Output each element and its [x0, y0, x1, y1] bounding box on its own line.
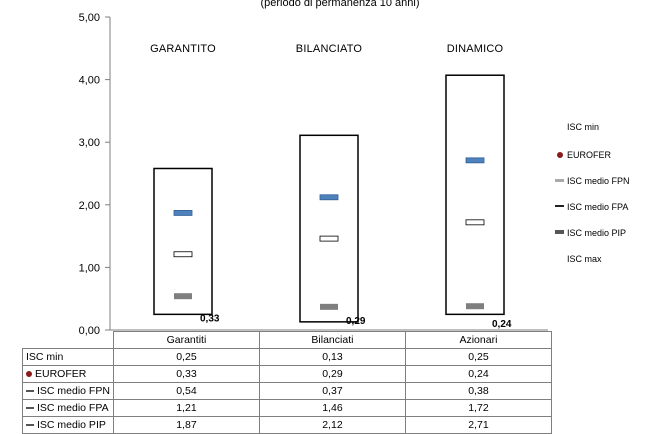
y-tick-label: 2,00 — [79, 200, 100, 212]
table-row-label: ISC medio FPN — [22, 382, 114, 400]
y-tick-label: 3,00 — [79, 137, 100, 149]
table-cell: 0,38 — [404, 382, 552, 400]
table-row-label: EUROFER — [22, 365, 114, 383]
eurofer-dot-icon — [26, 371, 32, 378]
dash-icon — [26, 407, 34, 410]
table-cell: 0,29 — [258, 365, 406, 383]
legend-label: ISC medio PIP — [567, 228, 626, 238]
table-cell: 1,21 — [112, 399, 260, 417]
table-cell: 0,25 — [112, 348, 260, 366]
legend-label: EUROFER — [567, 150, 612, 160]
table-cell: 0,54 — [112, 382, 260, 400]
range-box — [445, 74, 505, 316]
category-title: GARANTITO — [150, 43, 216, 55]
table-row: EUROFER 0,33 0,29 0,24 — [22, 365, 552, 383]
table-row: ISC min 0,25 0,13 0,25 — [22, 348, 552, 366]
marker-isc-medio-fpn — [174, 293, 192, 300]
legend-label: ISC min — [567, 122, 599, 132]
table-cell: 1,87 — [112, 416, 260, 434]
table-header-row: Garantiti Bilanciati Azionari — [23, 331, 552, 349]
marker-isc-medio-fpa — [173, 251, 193, 258]
table-column-header: Azionari — [404, 331, 552, 349]
legend: ISC min EUROFER ISC medio FPN ISC medio FPA… — [555, 122, 630, 264]
category-title: DINAMICO — [447, 43, 504, 55]
range-box — [299, 134, 359, 323]
eurofer-value-label: 0,29 — [346, 316, 366, 327]
table-column-header: Garantiti — [112, 331, 260, 349]
category-title: BILANCIATO — [296, 43, 363, 55]
table-cell: 0,37 — [258, 382, 406, 400]
range-box — [153, 167, 213, 316]
y-tick-label: 5,00 — [79, 12, 100, 24]
table-row: ISC medio FPA 1,21 1,46 1,72 — [22, 399, 552, 417]
marker-isc-medio-fpn — [320, 303, 338, 310]
eurofer-value-label: 0,24 — [492, 319, 512, 330]
dash-icon — [26, 390, 34, 393]
legend-label: ISC medio FPA — [567, 202, 628, 212]
marker-isc-medio-pip — [319, 194, 339, 201]
marker-isc-medio-fpn — [466, 303, 484, 310]
dash-icon — [26, 424, 34, 427]
series-markers: 0,33 0,29 0,24 — [173, 157, 512, 330]
data-table: Garantiti Bilanciati Azionari ISC min 0,25 0,… — [22, 331, 552, 434]
table-cell: 0,25 — [404, 348, 552, 366]
legend-dash-icon — [555, 179, 564, 182]
table-corner — [23, 332, 114, 349]
table-row-label: ISC medio FPA — [22, 399, 114, 417]
table-row-label: ISC medio PIP — [22, 416, 114, 434]
legend-dash-icon — [555, 230, 564, 234]
marker-isc-medio-pip — [173, 210, 193, 216]
table-cell: 0,33 — [112, 365, 260, 383]
table-row: ISC medio FPN 0,54 0,37 0,38 — [22, 382, 552, 400]
marker-isc-medio-fpa — [465, 219, 485, 226]
legend-dot-icon — [557, 152, 563, 158]
range-boxes — [153, 74, 505, 323]
marker-isc-medio-pip — [465, 157, 485, 164]
marker-isc-medio-fpa — [319, 235, 339, 242]
table-column-header: Bilanciati — [258, 331, 406, 349]
table-cell: 1,46 — [258, 399, 406, 417]
legend-dash-icon — [555, 205, 564, 207]
y-axis: 0,00 1,00 2,00 3,00 4,00 5,00 — [79, 12, 548, 337]
legend-label: ISC max — [567, 254, 602, 264]
table-cell: 2,71 — [404, 416, 552, 434]
table-cell: 0,24 — [404, 365, 552, 383]
table-row-label: ISC min — [22, 348, 114, 366]
table-cell: 1,72 — [404, 399, 552, 417]
y-tick-label: 4,00 — [79, 75, 100, 87]
table-cell: 2,12 — [258, 416, 406, 434]
y-tick-label: 1,00 — [79, 262, 100, 274]
table-row: ISC medio PIP 1,87 2,12 2,71 — [22, 416, 552, 434]
eurofer-value-label: 0,33 — [200, 313, 220, 324]
chart-subtitle: (periodo di permanenza 10 anni) — [261, 0, 420, 9]
table-cell: 0,13 — [258, 348, 406, 366]
legend-label: ISC medio FPN — [567, 176, 630, 186]
category-titles: GARANTITO BILANCIATO DINAMICO — [150, 43, 503, 55]
y-tick-label: 0,00 — [79, 325, 100, 337]
